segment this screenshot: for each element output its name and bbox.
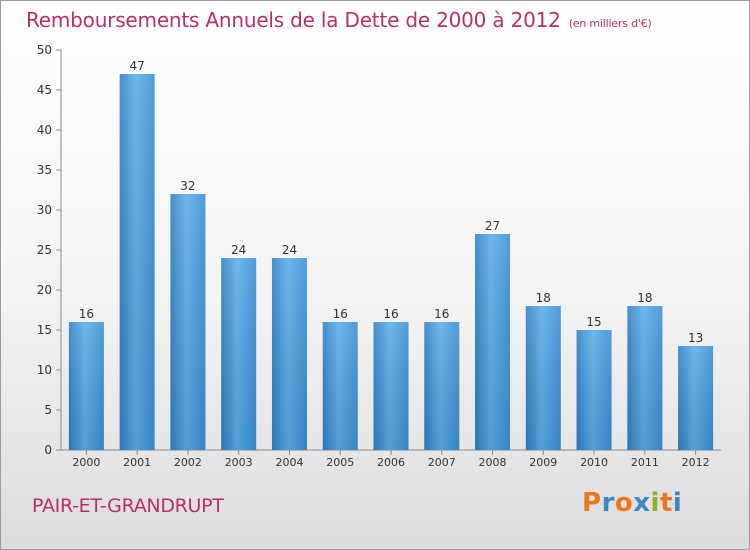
data-label: 18 xyxy=(536,291,551,305)
x-tick-label: 2005 xyxy=(326,456,354,469)
bar-shading xyxy=(221,258,257,450)
bar-shading xyxy=(678,346,714,450)
data-label: 47 xyxy=(130,59,145,73)
logo-letter: x xyxy=(633,488,651,518)
bar-shading xyxy=(170,194,206,450)
y-tick-label: 5 xyxy=(44,403,52,417)
y-tick-label: 10 xyxy=(37,363,52,377)
chart-title-text: Remboursements Annuels de la Dette de 20… xyxy=(26,8,561,32)
y-tick-label: 40 xyxy=(37,123,52,137)
bar-shading xyxy=(119,74,155,450)
x-tick-label: 2009 xyxy=(529,456,557,469)
bar-shading xyxy=(576,330,612,450)
y-tick-label: 0 xyxy=(44,443,52,457)
logo-letter: P xyxy=(582,488,602,518)
data-label: 15 xyxy=(586,315,601,329)
logo-letter: i xyxy=(672,488,683,518)
bar-shading xyxy=(424,322,460,450)
x-tick-label: 2004 xyxy=(275,456,303,469)
chart-title: Remboursements Annuels de la Dette de 20… xyxy=(26,8,652,32)
y-tick-label: 30 xyxy=(37,203,52,217)
bar-shading xyxy=(475,234,511,450)
x-tick-label: 2001 xyxy=(123,456,151,469)
x-tick-label: 2008 xyxy=(479,456,507,469)
bar-shading xyxy=(322,322,358,450)
y-tick-label: 20 xyxy=(37,283,52,297)
x-tick-label: 2006 xyxy=(377,456,405,469)
data-label: 16 xyxy=(383,307,398,321)
x-tick-label: 2003 xyxy=(225,456,253,469)
logo-letter: i xyxy=(650,488,660,518)
city-name: PAIR-ET-GRANDRUPT xyxy=(32,495,224,517)
bar-shading xyxy=(525,306,561,450)
data-label: 16 xyxy=(79,307,94,321)
x-tick-label: 2011 xyxy=(631,456,659,469)
bar-shading xyxy=(627,306,663,450)
chart-subtitle: (en milliers d'€) xyxy=(568,17,652,30)
y-tick-label: 35 xyxy=(37,163,52,177)
x-tick-label: 2010 xyxy=(580,456,608,469)
proxiti-logo: Proxiti xyxy=(582,488,682,518)
data-label: 27 xyxy=(485,219,500,233)
y-tick-label: 15 xyxy=(37,323,52,337)
x-tick-label: 2000 xyxy=(72,456,100,469)
data-label: 18 xyxy=(637,291,652,305)
y-tick-label: 50 xyxy=(37,43,52,57)
data-label: 32 xyxy=(180,179,195,193)
data-label: 13 xyxy=(688,331,703,345)
x-tick-label: 2002 xyxy=(174,456,202,469)
data-labels: 16 47 32 24 24 16 16 16 27 18 15 18 13 xyxy=(79,59,704,345)
data-label: 24 xyxy=(231,243,246,257)
bars xyxy=(68,74,714,450)
logo-letter: t xyxy=(659,488,673,518)
x-tick-label: 2012 xyxy=(682,456,710,469)
logo-letter: r xyxy=(601,488,615,518)
data-label: 16 xyxy=(434,307,449,321)
bar-shading xyxy=(271,258,307,450)
logo-letter: o xyxy=(614,488,634,518)
bar-shading xyxy=(68,322,104,450)
bar-shading xyxy=(373,322,409,450)
y-tick-label: 45 xyxy=(37,83,52,97)
data-label: 24 xyxy=(282,243,297,257)
data-label: 16 xyxy=(333,307,348,321)
y-tick-label: 25 xyxy=(37,243,52,257)
x-tick-label: 2007 xyxy=(428,456,456,469)
